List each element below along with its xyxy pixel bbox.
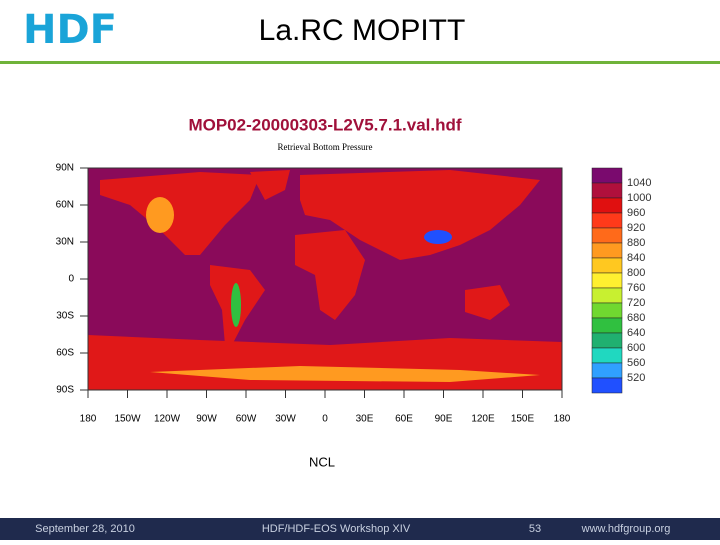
figure-subtitle: Retrieval Bottom Pressure <box>278 142 373 152</box>
colorbar-box <box>591 257 623 274</box>
lon-label: 90W <box>196 414 217 425</box>
eurasia <box>300 170 540 260</box>
lat-label: 60S <box>56 348 74 359</box>
lon-label: 120W <box>154 414 181 425</box>
lat-label: 90N <box>56 163 74 174</box>
colorbar: 1040 1000 960 920 880 840 800 760 720 680 640 600 56… <box>591 167 651 394</box>
colorbar-label: 680 <box>627 312 645 324</box>
colorbar-box <box>591 212 623 229</box>
lon-label: 180 <box>554 414 571 425</box>
footer-page: 53 <box>529 523 541 535</box>
footer-date: September 28, 2010 <box>35 523 135 535</box>
north-america <box>100 172 260 255</box>
figure-title: MOP02-20000303-L2V5.7.1.val.hdf <box>188 115 461 134</box>
lon-label: 90E <box>435 414 453 425</box>
colorbar-label: 720 <box>627 297 645 309</box>
colorbar-label: 760 <box>627 282 645 294</box>
colorbar-box <box>591 287 623 304</box>
lat-labels: 90N 60N 30N 0 30S 60S 90S <box>56 163 88 396</box>
colorbar-label: 600 <box>627 342 645 354</box>
footer-event: HDF/HDF-EOS Workshop XIV <box>262 523 411 535</box>
lon-label: 180 <box>80 414 97 425</box>
colorbar-box <box>591 227 623 244</box>
slide-title: La.RC MOPITT <box>259 14 466 47</box>
footer-url: www.hdfgroup.org <box>581 523 671 535</box>
colorbar-label: 960 <box>627 207 645 219</box>
colorbar-label: 1040 <box>627 177 651 189</box>
tibet <box>424 230 452 244</box>
logo: HDF <box>23 7 117 53</box>
colorbar-label: 800 <box>627 267 645 279</box>
colorbar-box <box>591 272 623 289</box>
colorbar-label: 880 <box>627 237 645 249</box>
lon-label: 150E <box>511 414 535 425</box>
australia <box>465 285 510 320</box>
colorbar-label: 840 <box>627 252 645 264</box>
colorbar-label: 1000 <box>627 192 651 204</box>
colorbar-box <box>591 362 623 379</box>
header-rule <box>0 61 720 64</box>
colorbar-label: 640 <box>627 327 645 339</box>
lon-label: 0 <box>322 414 328 425</box>
antarctica <box>150 366 540 382</box>
colorbar-box <box>591 332 623 349</box>
lon-label: 30E <box>356 414 374 425</box>
colorbar-label: 560 <box>627 357 645 369</box>
africa <box>295 230 365 320</box>
lat-label: 0 <box>68 274 74 285</box>
lon-label: 60E <box>395 414 413 425</box>
caption: NCL <box>309 454 335 469</box>
rockies <box>146 197 174 233</box>
footer-bar <box>0 518 720 540</box>
greenland <box>250 170 290 200</box>
colorbar-box <box>591 167 623 184</box>
colorbar-box <box>591 347 623 364</box>
lat-label: 60N <box>56 200 74 211</box>
lon-label: 120E <box>471 414 495 425</box>
map <box>87 167 563 391</box>
lon-label: 150W <box>114 414 141 425</box>
lat-label: 30N <box>56 237 74 248</box>
colorbar-label: 920 <box>627 222 645 234</box>
colorbar-box <box>591 242 623 259</box>
andes <box>231 283 241 327</box>
lon-label: 60W <box>236 414 257 425</box>
colorbar-box <box>591 317 623 334</box>
lat-label: 90S <box>56 385 74 396</box>
colorbar-box <box>591 377 623 394</box>
lat-label: 30S <box>56 311 74 322</box>
lon-labels: 180 150W 120W 90W 60W 30W 0 30E 60E 90E 120E 150E 18… <box>80 390 571 425</box>
colorbar-box <box>591 302 623 319</box>
colorbar-box <box>591 182 623 199</box>
colorbar-box <box>591 197 623 214</box>
lon-label: 30W <box>275 414 296 425</box>
colorbar-label: 520 <box>627 372 645 384</box>
